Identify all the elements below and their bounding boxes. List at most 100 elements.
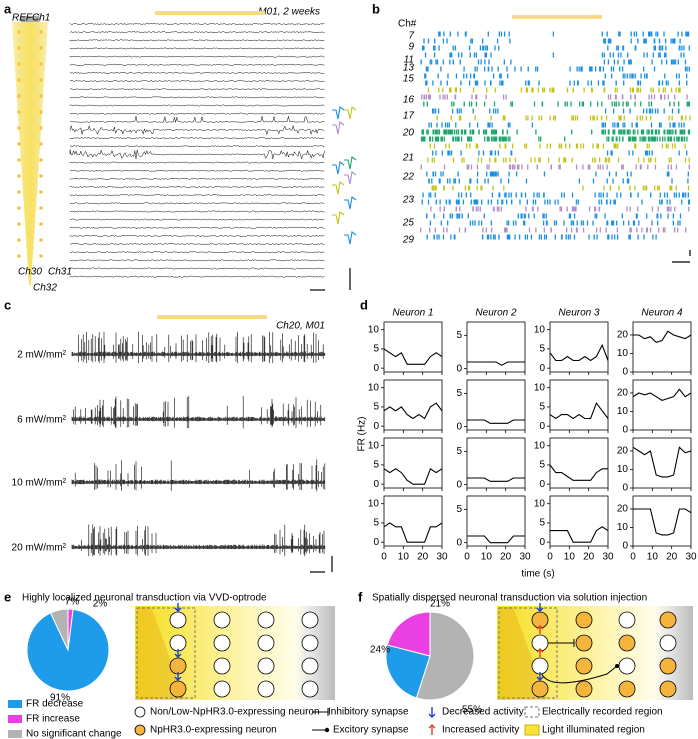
recording-site	[17, 158, 21, 162]
power-label: 2 mW/mm²	[17, 350, 67, 361]
y-tick-label: 0	[456, 479, 462, 490]
panel-title: M01, 2 weeks	[258, 7, 320, 18]
trace	[69, 218, 325, 221]
neuron	[301, 657, 319, 675]
trace	[69, 169, 325, 172]
panel-label: a	[4, 1, 12, 16]
recording-site	[39, 62, 43, 66]
synapse-dot	[615, 664, 619, 668]
trace	[69, 80, 325, 83]
x-tick-label: 30	[685, 552, 697, 563]
panel-label: f	[358, 589, 363, 604]
plot-frame	[466, 495, 526, 547]
y-tick-label: 5	[373, 344, 379, 355]
x-tick-label: 10	[398, 552, 410, 563]
recording-site	[17, 190, 21, 194]
trace	[69, 104, 325, 107]
trace	[69, 161, 325, 164]
legend-region	[524, 706, 540, 718]
pie-slice	[386, 611, 431, 657]
legend-label: Increased activity	[442, 725, 519, 736]
y-tick-label: 0	[373, 479, 379, 490]
recording-site	[17, 46, 21, 50]
spike-raster	[427, 87, 681, 93]
trace	[69, 267, 325, 270]
trace	[69, 243, 325, 246]
y-tick-label: 0	[456, 363, 462, 374]
value-label: 2%	[93, 599, 108, 610]
y-tick-label: 0	[456, 421, 462, 432]
neuron	[213, 680, 231, 698]
value-label: 21%	[430, 599, 450, 610]
plot-frame	[466, 321, 526, 373]
neuron	[618, 680, 636, 698]
recording-site	[39, 126, 43, 130]
recorded-region	[498, 607, 558, 699]
y-tick-label: 5	[373, 518, 379, 529]
y-tick-label: 5	[456, 388, 462, 399]
fr-line	[549, 343, 609, 362]
y-tick-label: 0	[622, 483, 628, 494]
y-tick-label: 0	[539, 421, 545, 432]
site-label: Ch30	[18, 267, 42, 278]
trace	[69, 145, 325, 148]
panel-title: Neuron 2	[475, 308, 517, 319]
neuron	[169, 611, 187, 629]
scale-bars	[310, 250, 691, 573]
trace	[69, 63, 325, 66]
trace	[69, 31, 325, 34]
panel-title: Neuron 4	[641, 308, 683, 319]
y-tick-label: 0	[622, 425, 628, 436]
spike-raster	[424, 73, 688, 79]
recording-site	[17, 30, 21, 34]
neuron	[659, 657, 677, 675]
plot-frame	[549, 379, 609, 431]
waveform	[344, 106, 357, 120]
y-axis-label: FR (Hz)	[357, 417, 368, 452]
y-tick-label: 5	[456, 504, 462, 515]
fr-line	[633, 508, 692, 536]
y-tick-label: 10	[617, 348, 629, 359]
optrode	[137, 607, 185, 699]
plot-frame	[383, 379, 443, 431]
trace	[69, 193, 325, 197]
trace	[69, 186, 325, 188]
x-tick-label: 0	[547, 552, 553, 563]
panel-label: e	[4, 589, 11, 604]
spike-raster	[420, 136, 688, 142]
spike-raster	[425, 80, 688, 86]
y-tick-label: 5	[539, 460, 545, 471]
fr-line	[549, 401, 609, 420]
trace	[71, 331, 326, 364]
activity-arrow	[536, 672, 544, 681]
neuron	[575, 611, 593, 629]
spike-raster	[421, 94, 688, 100]
trace	[69, 71, 325, 74]
y-tick-label: 20	[617, 388, 629, 399]
x-tick-label: 20	[417, 552, 429, 563]
recording-site	[39, 78, 43, 82]
spike-raster	[422, 192, 689, 198]
plot-frame	[549, 437, 609, 489]
channel-label: 20	[402, 128, 415, 139]
x-tick-label: 30	[519, 552, 531, 563]
activity-arrow	[174, 649, 182, 658]
neuron	[257, 657, 275, 675]
recording-site	[39, 238, 43, 242]
recording-site	[39, 206, 43, 210]
value-label: 24%	[370, 645, 390, 656]
recording-site	[39, 94, 43, 98]
recording-site	[17, 174, 21, 178]
light-period	[157, 315, 267, 319]
legend-label: Electrically recorded region	[542, 707, 663, 718]
waveform	[332, 121, 345, 135]
x-tick-label: 10	[481, 552, 493, 563]
channel-label: 29	[402, 235, 415, 246]
trace	[69, 124, 325, 136]
x-tick-label: 20	[583, 552, 595, 563]
panel-title: Neuron 1	[392, 308, 433, 319]
x-tick-label: 10	[647, 552, 659, 563]
neuron	[531, 680, 549, 698]
y-tick-label: 5	[373, 402, 379, 413]
